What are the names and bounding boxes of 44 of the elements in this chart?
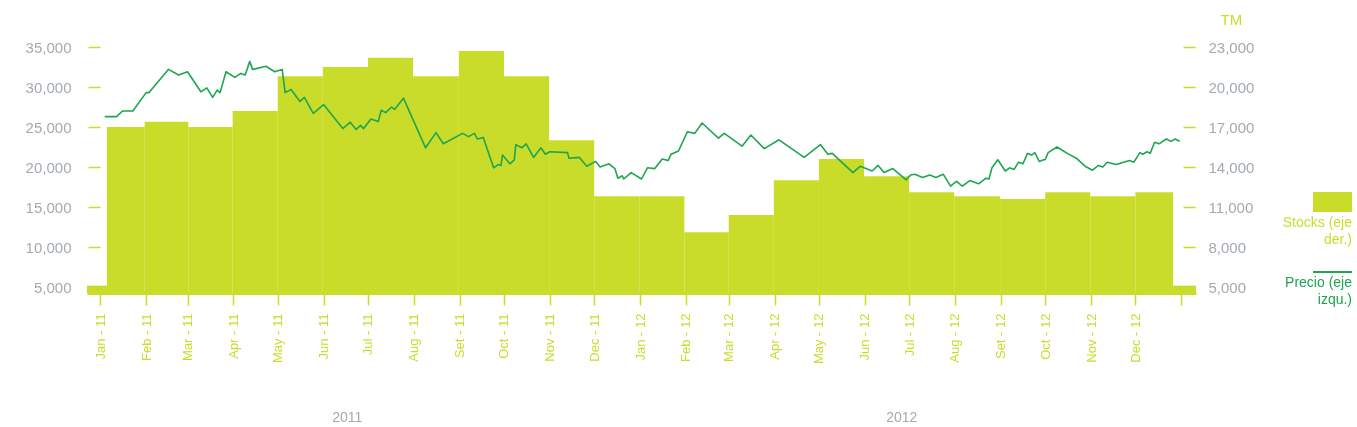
y2-tick-label: 5,000 (1208, 278, 1247, 296)
text: 2012 (886, 409, 918, 425)
x-tick-label: May - 12 (811, 313, 827, 365)
y2-tick-label: 11,000 (1208, 198, 1254, 216)
x-tick-label: Jul - 11 (360, 313, 376, 356)
legend-label: Precio (eje izqu.) (1285, 274, 1353, 307)
x-tick-label: Nov - 11 (542, 313, 558, 362)
x-tick-label: Aug - 11 (406, 313, 422, 362)
y2-tick-label: 8,000 (1208, 238, 1247, 256)
y-tick-label: 15,000 (25, 198, 72, 216)
x-tick-label: Dec - 11 (586, 313, 602, 362)
x-tick-label: Jul - 12 (901, 313, 917, 357)
y2-tick-label: 17,000 (1208, 118, 1255, 136)
x-tick-label: Jun - 12 (857, 313, 873, 361)
x-tick-label: Aug - 12 (947, 313, 963, 363)
y2-axis-title: TM (1220, 10, 1243, 28)
x-tick-label: Jan - 12 (632, 313, 648, 361)
x-tick-label: Mar - 12 (721, 313, 737, 362)
y-tick-label: 35,000 (25, 38, 72, 56)
y-tick-label: 20,000 (25, 158, 72, 176)
x-tick-label: Feb - 11 (138, 313, 154, 361)
y-tick-label: 25,000 (25, 118, 72, 136)
x-tick-label: Set - 11 (452, 313, 468, 359)
y-tick-label: 30,000 (25, 78, 72, 96)
y2-tick-label: 20,000 (1208, 78, 1255, 96)
x-tick-label: Mar - 11 (180, 313, 196, 361)
y2-tick-label: 14,000 (1208, 158, 1255, 176)
text: 2011 (332, 409, 363, 425)
line-series (103, 60, 1181, 187)
x-tick-label: Apr - 12 (767, 313, 783, 360)
x-tick-label: May - 11 (270, 313, 286, 364)
x-tick-label: Oct - 11 (496, 313, 512, 359)
x-tick-label: Jan - 11 (92, 313, 108, 360)
y2-tick-label: 23,000 (1208, 38, 1255, 56)
x-tick-label: Nov - 12 (1083, 313, 1099, 363)
x-tick-label: Dec - 12 (1127, 313, 1143, 363)
y-tick-label: 5,000 (33, 278, 72, 296)
x-tick-label: Jun - 11 (316, 313, 332, 360)
x-tick-label: Oct - 12 (1037, 313, 1053, 360)
x-tick-label: Feb - 12 (678, 313, 694, 362)
x-tick-label: Set - 12 (993, 313, 1009, 360)
y-tick-label: 10,000 (25, 238, 72, 256)
legend-label: Stocks (eje der.) (1282, 214, 1353, 247)
x-tick-label: Apr - 11 (225, 313, 241, 359)
